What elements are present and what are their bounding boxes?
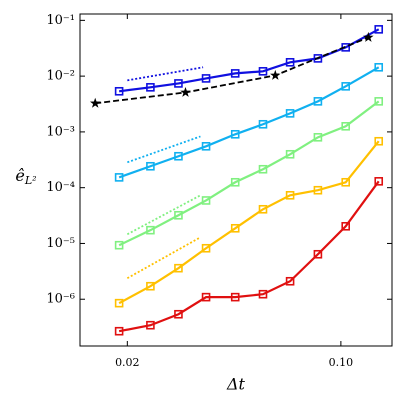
- data-point: [341, 177, 351, 187]
- data-point: [180, 86, 191, 97]
- data-point: [374, 177, 384, 186]
- data-point: [374, 97, 384, 106]
- series-line: [126, 194, 201, 236]
- data-point: [363, 31, 374, 42]
- data-point: [146, 161, 155, 171]
- data-point: [285, 149, 295, 159]
- data-point: [230, 69, 240, 78]
- data-point: [258, 164, 268, 174]
- y-tick-label: 10⁻³: [46, 124, 75, 139]
- series-line: [127, 135, 201, 164]
- data-point: [114, 86, 124, 96]
- data-point: [201, 74, 211, 83]
- data-point: [146, 225, 155, 235]
- data-point: [230, 223, 240, 233]
- series-line: [127, 66, 204, 82]
- series-line: [126, 236, 201, 280]
- series-line: [118, 180, 380, 333]
- series-line: [118, 140, 380, 305]
- data-point: [114, 173, 124, 182]
- y-tick-label: 10⁻¹: [46, 13, 75, 28]
- data-point: [270, 69, 281, 80]
- data-point: [201, 243, 211, 253]
- y-tick-label: 10⁻⁵: [46, 236, 75, 251]
- data-point: [258, 289, 268, 299]
- series-line: [118, 100, 380, 247]
- data-point: [285, 57, 295, 67]
- data-point: [201, 141, 211, 151]
- data-point: [341, 122, 351, 131]
- data-point: [374, 62, 384, 72]
- data-point: [258, 204, 268, 214]
- data-point: [174, 151, 183, 161]
- data-point: [258, 67, 268, 76]
- y-tick-label: 10⁻⁴: [46, 180, 75, 195]
- data-point: [258, 119, 268, 129]
- y-tick-label: 10⁻²: [46, 69, 75, 84]
- data-point: [174, 79, 183, 88]
- x-tick-label: 0.02: [115, 356, 140, 369]
- data-point: [374, 136, 384, 146]
- data-point: [285, 276, 295, 286]
- data-point: [230, 129, 240, 139]
- data-point: [285, 191, 295, 200]
- data-point: [313, 249, 323, 259]
- series-line: [118, 28, 380, 93]
- data-point: [174, 309, 183, 319]
- data-point: [313, 54, 323, 63]
- data-point: [146, 83, 155, 92]
- data-point: [89, 97, 101, 108]
- data-point: [313, 97, 323, 106]
- x-axis-label: Δt: [226, 375, 246, 394]
- y-tick-label: 10⁻⁶: [46, 292, 75, 307]
- data-point: [313, 133, 323, 142]
- data-point: [341, 222, 351, 231]
- data-point: [230, 292, 240, 302]
- data-point: [341, 82, 351, 91]
- data-point: [146, 320, 155, 330]
- data-point: [114, 240, 124, 250]
- data-point: [285, 109, 295, 118]
- x-tick-label: 0.10: [329, 356, 354, 369]
- data-point: [230, 177, 240, 187]
- y-axis-label: êL²: [15, 166, 36, 188]
- plot-frame: [79, 13, 393, 347]
- data-point: [313, 185, 323, 195]
- data-point: [174, 263, 183, 273]
- data-point: [374, 25, 384, 34]
- data-point: [114, 298, 124, 308]
- y-axis-subscript: L²: [24, 174, 37, 187]
- data-point: [114, 326, 124, 336]
- data-point: [146, 281, 155, 291]
- series-line: [95, 36, 369, 105]
- data-point: [174, 210, 183, 220]
- data-point: [201, 292, 211, 302]
- data-point: [201, 196, 211, 205]
- series-line: [118, 66, 380, 179]
- y-axis-symbol: ê: [15, 166, 24, 185]
